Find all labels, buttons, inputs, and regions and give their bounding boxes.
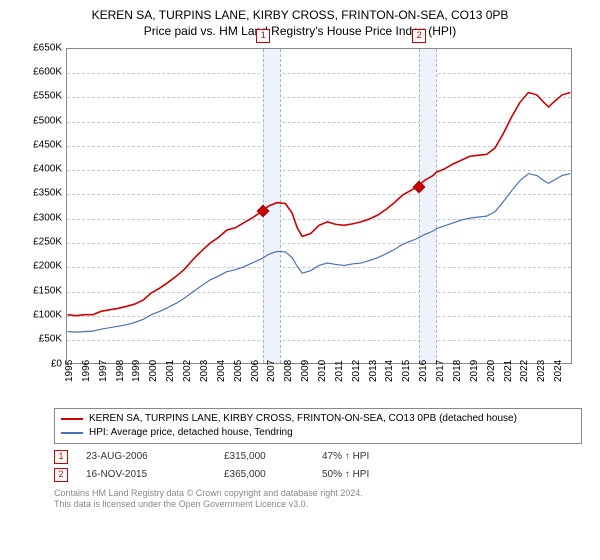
y-axis-label: £500K (20, 115, 62, 126)
legend-label-2: HPI: Average price, detached house, Tend… (89, 426, 293, 440)
transaction-date: 23-AUG-2006 (86, 451, 206, 462)
series-price_paid (68, 92, 571, 315)
y-axis-label: £550K (20, 91, 62, 102)
y-axis-label: £100K (20, 309, 62, 320)
transaction-list: 1 23-AUG-2006 £315,000 47% ↑ HPI 2 16-NO… (54, 448, 582, 484)
chart-title-line2: Price paid vs. HM Land Registry's House … (10, 24, 590, 38)
legend-row-2: HPI: Average price, detached house, Tend… (61, 426, 575, 440)
transaction-price: £315,000 (224, 451, 304, 462)
transaction-row: 2 16-NOV-2015 £365,000 50% ↑ HPI (54, 466, 582, 484)
legend-row-1: KEREN SA, TURPINS LANE, KIRBY CROSS, FRI… (61, 412, 575, 426)
y-axis-label: £50K (20, 334, 62, 345)
sale-marker-box: 2 (412, 29, 426, 43)
transaction-marker-2: 2 (54, 468, 68, 482)
transaction-row: 1 23-AUG-2006 £315,000 47% ↑ HPI (54, 448, 582, 466)
transaction-pct: 47% ↑ HPI (322, 451, 369, 462)
chart-wrap: £0 £50K £100K £150K £200K £250K £300K £350K £400… (20, 44, 580, 404)
y-axis-label: £600K (20, 66, 62, 77)
transaction-pct: 50% ↑ HPI (322, 469, 369, 480)
sale-marker-box: 1 (256, 29, 270, 43)
y-axis-label: £0 (20, 358, 62, 369)
y-axis-label: £350K (20, 188, 62, 199)
y-axis-label: £150K (20, 285, 62, 296)
legend-swatch-1 (61, 418, 83, 420)
footer-line-1: Contains HM Land Registry data © Crown c… (54, 488, 582, 500)
x-axis-label: 2024 (553, 359, 589, 381)
y-axis-label: £250K (20, 237, 62, 248)
y-axis-label: £200K (20, 261, 62, 272)
legend-label-1: KEREN SA, TURPINS LANE, KIRBY CROSS, FRI… (89, 412, 517, 426)
transaction-marker-1: 1 (54, 450, 68, 464)
y-axis-label: £450K (20, 139, 62, 150)
transaction-price: £365,000 (224, 469, 304, 480)
chart-title-line1: KEREN SA, TURPINS LANE, KIRBY CROSS, FRI… (10, 8, 590, 24)
chart-lines (67, 49, 571, 363)
series-hpi (68, 173, 571, 331)
legend: KEREN SA, TURPINS LANE, KIRBY CROSS, FRI… (54, 408, 582, 444)
chart-container: KEREN SA, TURPINS LANE, KIRBY CROSS, FRI… (0, 0, 600, 560)
y-axis-label: £650K (20, 42, 62, 53)
plot-area: 12 (66, 48, 572, 364)
transaction-date: 16-NOV-2015 (86, 469, 206, 480)
y-axis-label: £400K (20, 164, 62, 175)
legend-swatch-2 (61, 432, 83, 434)
y-axis-label: £300K (20, 212, 62, 223)
footer: Contains HM Land Registry data © Crown c… (54, 488, 582, 511)
footer-line-2: This data is licensed under the Open Gov… (54, 499, 582, 511)
